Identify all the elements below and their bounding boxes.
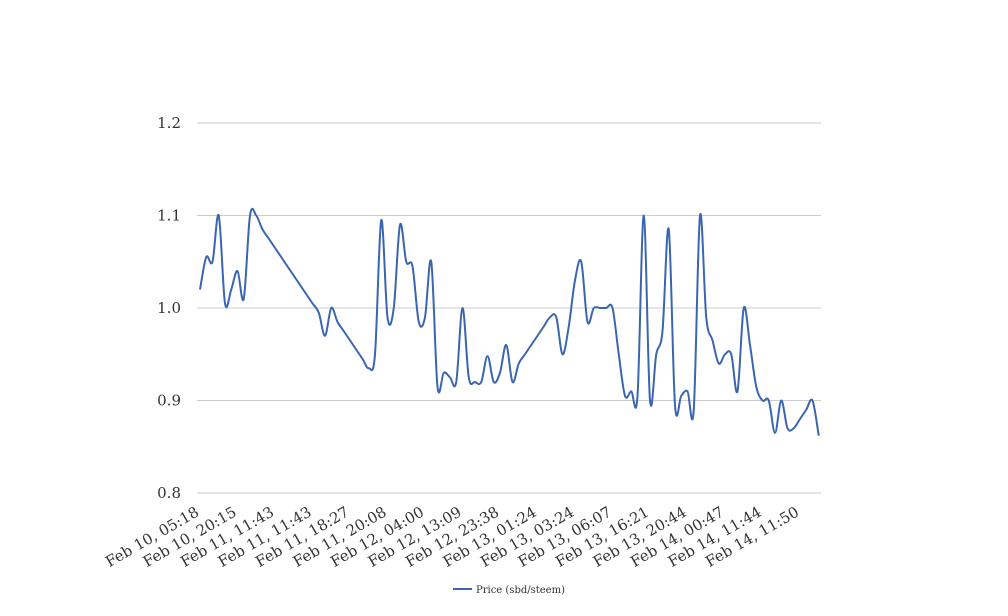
price-line: [199, 207, 820, 436]
y-tick-label: 1.1: [157, 207, 181, 225]
y-tick-label: 0.9: [157, 392, 181, 410]
legend-label: Price (sbd/steem): [476, 585, 565, 596]
y-tick-label: 0.8: [157, 484, 181, 502]
y-tick-label: 1.0: [157, 299, 181, 317]
y-tick-label: 1.2: [157, 114, 181, 132]
